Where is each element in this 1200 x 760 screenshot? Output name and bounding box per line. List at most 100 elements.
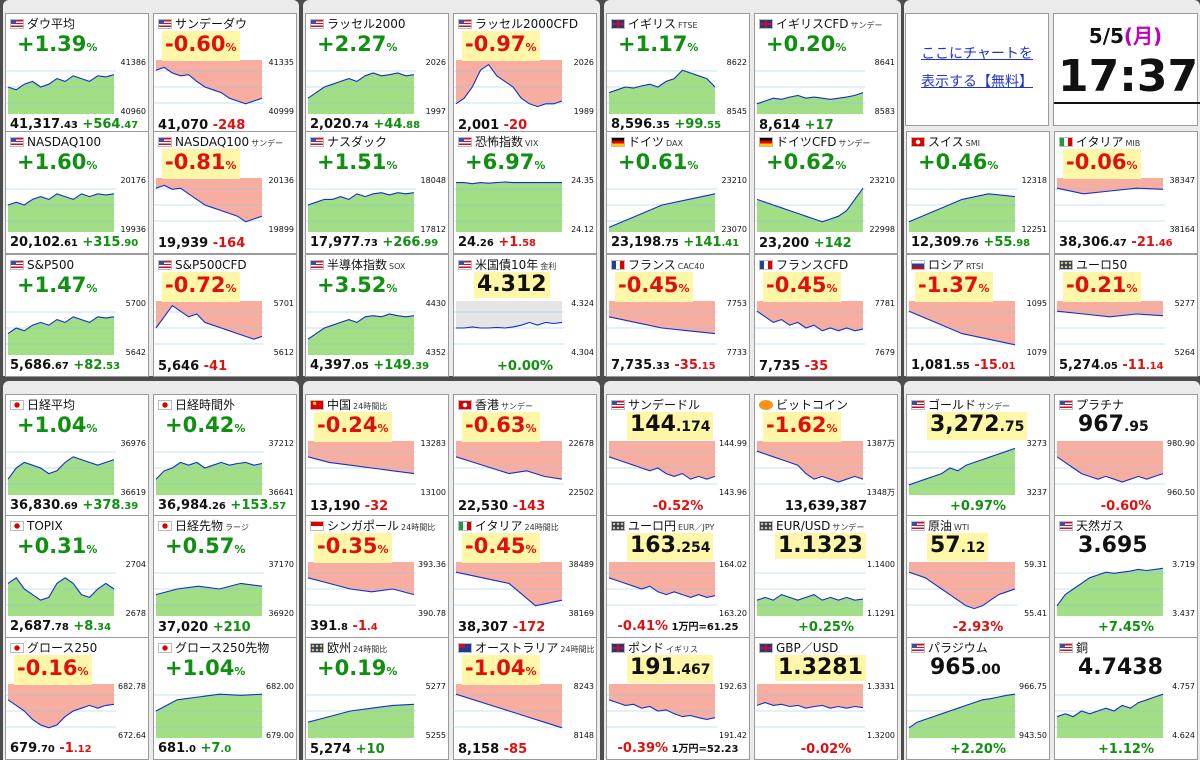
change-percent-unit: %: [377, 543, 389, 556]
tile-name-text: EUR/USD: [776, 519, 831, 533]
market-tile[interactable]: パラジウム 966.75 943.50 965.00 +2.20%: [906, 637, 1050, 760]
market-tile[interactable]: 銅 4.757 4.624 4.7438 +1.12%: [1054, 637, 1198, 760]
change-percent: -0.97%: [462, 31, 540, 61]
market-tile[interactable]: 欧州 24時間比 5277 5255 +0.19% 5,274 +10: [305, 637, 449, 760]
show-chart-link-line2[interactable]: 表示する【無料】: [921, 74, 1033, 90]
tile-name-text: GBP／USD: [776, 641, 839, 655]
market-tile[interactable]: ポンド イギリス 192.63 191.42 191.467 -0.39% 1万円=52.…: [606, 637, 750, 760]
chart-high-label: 12318: [1022, 176, 1047, 185]
market-tile[interactable]: ダウ平均 41386 40960 +1.39% 41,317.43 +564.47: [5, 13, 149, 136]
market-tile[interactable]: イギリスCFD サンデー 8641 8583 +0.20% 8,614 +17: [754, 13, 898, 136]
market-tile[interactable]: ユーロ円 EUR／JPY 164.02 163.20 163.254 -0.41% 1万円…: [606, 515, 750, 638]
market-tile[interactable]: S&P500 5700 5642 +1.47% 5,686.67 +82.53: [5, 254, 149, 377]
change-value: -85: [503, 742, 528, 757]
chart-low-label: 1079: [1027, 348, 1047, 357]
chart-area: [909, 562, 1015, 609]
market-tile[interactable]: ナスダック 18048 17812 +1.51% 17,977.73 +266.99: [305, 131, 449, 254]
tile-subname: CAC40: [677, 262, 705, 271]
market-tile[interactable]: ユーロ50 5277 5264 -0.21% 5,274.05 -11.14: [1054, 254, 1198, 377]
chart-high-label: 966.75: [1019, 682, 1047, 691]
market-tile[interactable]: 中国 24時間比 13283 13100 -0.24% 13,190 -32: [305, 394, 449, 517]
change-percent: 4.7438: [1075, 655, 1166, 681]
chart-low-label: 1.3200: [867, 731, 895, 740]
price-value: 38,307: [458, 620, 509, 635]
market-tile[interactable]: サンデードル 144.99 143.96 144.174 -0.52%: [606, 394, 750, 517]
change-percent-value: 967: [1078, 412, 1124, 437]
market-tile[interactable]: サンデーダウ 41335 40999 -0.60% 41,070 -248: [153, 13, 297, 136]
market-tile[interactable]: 恐怖指数 VIX 24.35 24.12 +6.97% 24.26 +1.58: [453, 131, 597, 254]
mini-chart: 41335 40999: [154, 58, 294, 116]
change-percent-value: -0.97: [465, 32, 526, 56]
tile-name: ラッセル2000: [310, 16, 446, 32]
market-tile[interactable]: 半導体指数 SOX 4430 4352 +3.52% 4,397.05 +149.39: [305, 254, 449, 377]
market-tile[interactable]: ゴールド サンデー 3273 3237 3,272.75 +0.97%: [906, 394, 1050, 517]
market-tile[interactable]: シンガポール 24時間比 393.36 390.78 -0.35% 391.8 -1.4: [305, 515, 449, 638]
chart-line: [455, 456, 563, 480]
tile-name-text: 銅: [1076, 641, 1089, 655]
tile-subname: サンデー: [850, 21, 883, 30]
market-tile[interactable]: イギリス FTSE 8622 8545 +1.17% 8,596.35 +99.55: [606, 13, 750, 136]
market-tile[interactable]: ドイツCFD サンデー 23210 22998 +0.62% 23,200 +142: [754, 131, 898, 254]
mini-chart: 192.63 191.42: [607, 682, 747, 740]
market-tile[interactable]: 日経平均 36976 36619 +1.04% 36,830.69 +378.39: [5, 394, 149, 517]
market-tile[interactable]: スイス SMI 12318 12251 +0.46% 12,309.76 +55.98: [906, 131, 1050, 254]
tile-name: 米国債10年 金利: [458, 257, 594, 273]
chart-low-label: 7733: [727, 348, 747, 357]
price-line: 13,190 -32: [310, 499, 388, 514]
market-tile[interactable]: ビットコイン 1387万 1348万 -1.62% 13,639,387: [754, 394, 898, 517]
market-tile[interactable]: 香港 サンデー 22678 22502 -0.63% 22,530 -143: [453, 394, 597, 517]
market-tile[interactable]: オーストラリア 24時間比 8243 8148 -1.04% 8,158 -85: [453, 637, 597, 760]
change-percent-value: +3.52: [317, 273, 387, 297]
market-tile[interactable]: プラチナ 980.90 960.50 967.95 -0.60%: [1054, 394, 1198, 517]
market-tile[interactable]: ラッセル2000 2026 1997 +2.27% 2,020.74 +44.88: [305, 13, 449, 136]
market-tile[interactable]: 米国債10年 金利 4.324 4.304 4.312 +0.00%: [453, 254, 597, 377]
chart-line: [756, 187, 864, 223]
change-value: +153.57: [230, 498, 287, 513]
market-tile[interactable]: イタリア MIB 38347 38164 -0.06% 38,306.47 -21.46: [1054, 131, 1198, 254]
chart-high-label: 24.35: [571, 176, 594, 185]
change-decimal: .41: [721, 238, 740, 249]
price-decimal: .05: [1100, 361, 1118, 372]
flag-icon: [158, 400, 172, 410]
market-tile[interactable]: S&P500CFD 5701 5612 -0.72% 5,646 -41: [153, 254, 297, 377]
show-chart-link-line1[interactable]: ここにチャートを: [921, 46, 1033, 62]
change-value: -0.41%: [617, 619, 669, 634]
market-tile[interactable]: NASDAQ100 20176 19936 +1.60% 20,102.61 +315.…: [5, 131, 149, 254]
chart-low-label: 38164: [1170, 225, 1195, 234]
market-tile[interactable]: TOPIX 2704 2678 +0.31% 2,687.78 +8.34: [5, 515, 149, 638]
market-tile[interactable]: 天然ガス 3.719 3.437 3.695 +7.45%: [1054, 515, 1198, 638]
mini-chart: 13283 13100: [306, 439, 446, 497]
tile-name-text: プラチナ: [1076, 398, 1125, 412]
market-tile[interactable]: フランスCFD 7781 7679 -0.45% 7,735 -35: [754, 254, 898, 377]
chart-area: [609, 441, 715, 480]
market-tile[interactable]: ドイツ DAX 23210 23070 +0.61% 23,198.75 +141.41: [606, 131, 750, 254]
market-tile[interactable]: EUR/USD サンデー 1.1400 1.1291 1.1323 +0.25%: [754, 515, 898, 638]
flag-icon: [10, 260, 24, 270]
chart-high-label: 41386: [121, 58, 146, 67]
change-percent: -0.72%: [162, 272, 240, 302]
price-line: 17,977.73 +266.99: [310, 235, 438, 251]
market-tile[interactable]: GBP／USD 1.3331 1.3200 1.3281 -0.02%: [754, 637, 898, 760]
market-tile[interactable]: ロシア RTSI 1095 1079 -1.37% 1,081.55 -15.01: [906, 254, 1050, 377]
market-tile[interactable]: ラッセル2000CFD 2026 1989 -0.97% 2,001 -20: [453, 13, 597, 136]
conversion-note: 1万円=52.23: [668, 744, 739, 755]
market-tile[interactable]: 原油 WTI 59.31 55.41 57.12 -2.93%: [906, 515, 1050, 638]
price-value: 5,274: [1059, 358, 1101, 373]
market-tile[interactable]: 日経先物 ラージ 37170 36920 +0.57% 37,020 +210: [153, 515, 297, 638]
market-tile[interactable]: フランス CAC40 7753 7733 -0.45% 7,735.33 -35.15: [606, 254, 750, 377]
chart-area: [609, 684, 715, 720]
change-value: +564.47: [82, 117, 139, 132]
change-percent: +1.51%: [314, 149, 400, 179]
change-percent-unit: %: [386, 282, 398, 295]
change-percent: +0.20%: [763, 31, 849, 61]
market-tile[interactable]: 日経時間外 37212 36641 +0.42% 36,984.26 +153.57: [153, 394, 297, 517]
tile-name-text: イギリス: [628, 17, 677, 31]
market-tile[interactable]: イタリア 24時間比 38489 38169 -0.45% 38,307 -172: [453, 515, 597, 638]
tile-name-text: 香港: [475, 398, 500, 412]
change-percent-unit: .00: [975, 662, 1001, 678]
market-tile[interactable]: NASDAQ100 サンデー 20136 19899 -0.81% 19,939 -164: [153, 131, 297, 254]
chart-line: [455, 571, 563, 607]
market-tile[interactable]: グロース250先物 682.00 679.00 +1.04% 681.0 +7.0: [153, 637, 297, 760]
change-percent: -0.21%: [1063, 272, 1141, 302]
market-tile[interactable]: グロース250 682.78 672.64 -0.16% 679.70 -1.12: [5, 637, 149, 760]
